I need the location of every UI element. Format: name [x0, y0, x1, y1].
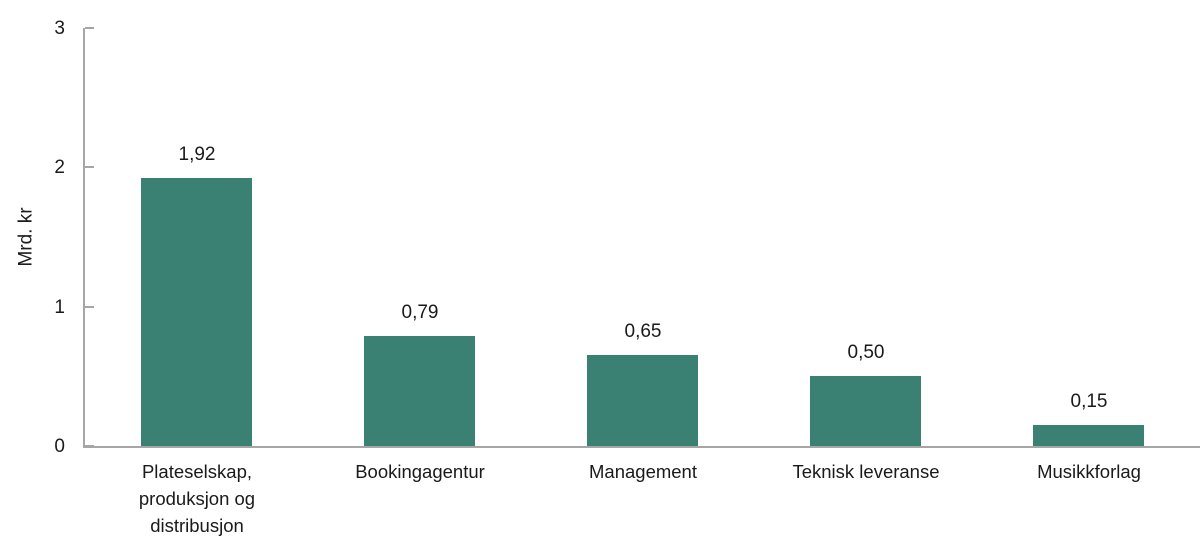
- y-tick-label: 0: [54, 436, 65, 457]
- bar: [587, 355, 698, 446]
- y-tick-mark: [85, 27, 94, 29]
- x-category-label: Musikkforlag: [1037, 461, 1141, 482]
- bar: [1033, 425, 1144, 446]
- bar-value-label: 0,15: [1070, 391, 1108, 412]
- bar: [141, 178, 252, 446]
- x-category-label: Bookingagentur: [355, 461, 485, 482]
- y-tick-label: 3: [54, 18, 65, 39]
- x-axis-line: [83, 446, 1200, 448]
- bar-value-label: 0,79: [401, 302, 439, 323]
- y-axis-title: Mrd. kr: [15, 207, 37, 267]
- bar-value-label: 1,92: [178, 144, 216, 165]
- bar: [364, 336, 475, 446]
- bar-value-label: 0,50: [847, 342, 885, 363]
- y-tick-mark: [85, 166, 94, 169]
- bar-value-label: 0,65: [624, 321, 662, 342]
- y-tick-label: 2: [54, 157, 65, 179]
- y-tick-mark: [85, 305, 94, 308]
- y-tick-mark: [85, 445, 94, 447]
- y-tick-label: 1: [54, 296, 65, 318]
- bar: [810, 376, 921, 446]
- x-category-label: Management: [589, 461, 697, 482]
- y-axis-line: [83, 28, 85, 448]
- x-category-label: Teknisk leveranse: [792, 461, 940, 482]
- x-category-label: Plateselskap, produksjon og distribusjon: [138, 461, 256, 536]
